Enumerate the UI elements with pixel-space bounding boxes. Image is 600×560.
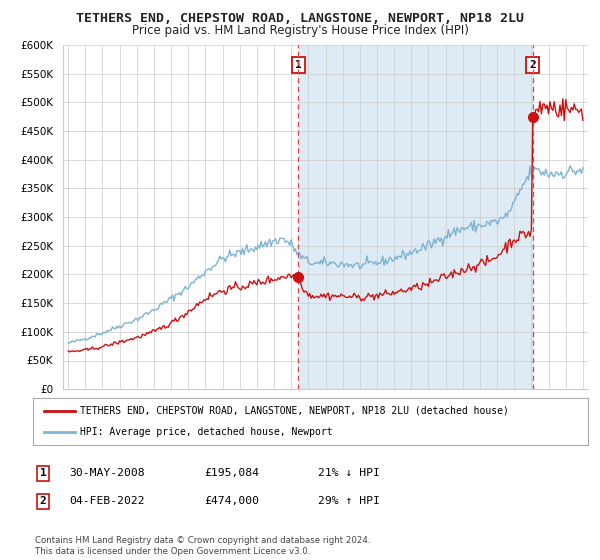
Text: Price paid vs. HM Land Registry's House Price Index (HPI): Price paid vs. HM Land Registry's House …: [131, 24, 469, 36]
Text: 1: 1: [295, 60, 302, 70]
Text: 04-FEB-2022: 04-FEB-2022: [69, 496, 145, 506]
Text: 21% ↓ HPI: 21% ↓ HPI: [318, 468, 380, 478]
Text: 2: 2: [40, 496, 47, 506]
Text: 1: 1: [40, 468, 47, 478]
Text: TETHERS END, CHEPSTOW ROAD, LANGSTONE, NEWPORT, NP18 2LU (detached house): TETHERS END, CHEPSTOW ROAD, LANGSTONE, N…: [80, 406, 509, 416]
Text: 30-MAY-2008: 30-MAY-2008: [69, 468, 145, 478]
Text: Contains HM Land Registry data © Crown copyright and database right 2024.
This d: Contains HM Land Registry data © Crown c…: [35, 536, 370, 556]
Text: 2: 2: [530, 60, 536, 70]
Text: £195,084: £195,084: [204, 468, 259, 478]
Bar: [298, 45, 533, 389]
Text: TETHERS END, CHEPSTOW ROAD, LANGSTONE, NEWPORT, NP18 2LU: TETHERS END, CHEPSTOW ROAD, LANGSTONE, N…: [76, 12, 524, 25]
Text: HPI: Average price, detached house, Newport: HPI: Average price, detached house, Newp…: [80, 427, 333, 437]
Text: 29% ↑ HPI: 29% ↑ HPI: [318, 496, 380, 506]
Text: £474,000: £474,000: [204, 496, 259, 506]
